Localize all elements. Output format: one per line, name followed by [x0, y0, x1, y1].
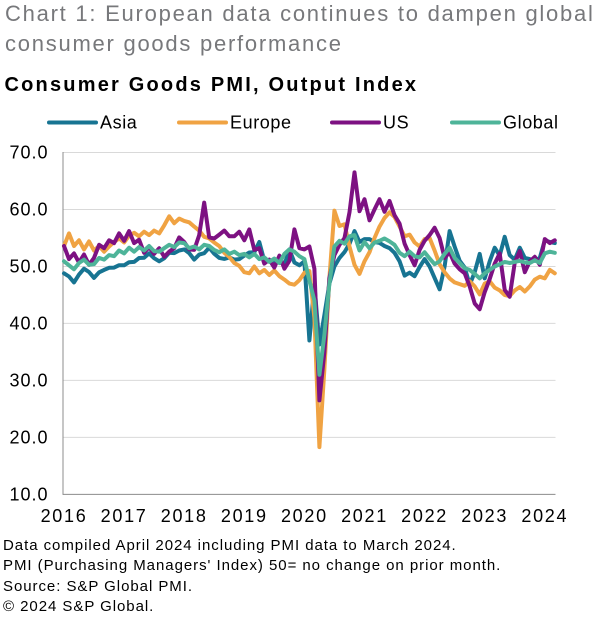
svg-text:2023: 2023: [461, 506, 508, 526]
svg-text:60.0: 60.0: [9, 200, 48, 220]
svg-text:2018: 2018: [161, 506, 208, 526]
svg-text:Asia: Asia: [100, 113, 138, 133]
svg-text:Europe: Europe: [230, 113, 292, 133]
svg-text:US: US: [383, 113, 409, 133]
svg-text:2024: 2024: [521, 506, 568, 526]
svg-text:2021: 2021: [341, 506, 388, 526]
svg-text:2022: 2022: [401, 506, 448, 526]
svg-text:2016: 2016: [41, 506, 88, 526]
svg-text:2020: 2020: [281, 506, 328, 526]
svg-text:10.0: 10.0: [9, 485, 48, 505]
svg-text:40.0: 40.0: [9, 314, 48, 334]
svg-text:Global: Global: [503, 113, 559, 133]
svg-text:2019: 2019: [221, 506, 268, 526]
svg-text:20.0: 20.0: [9, 428, 48, 448]
svg-text:50.0: 50.0: [9, 257, 48, 277]
svg-text:30.0: 30.0: [9, 371, 48, 391]
svg-text:70.0: 70.0: [9, 143, 48, 163]
svg-text:2017: 2017: [101, 506, 148, 526]
